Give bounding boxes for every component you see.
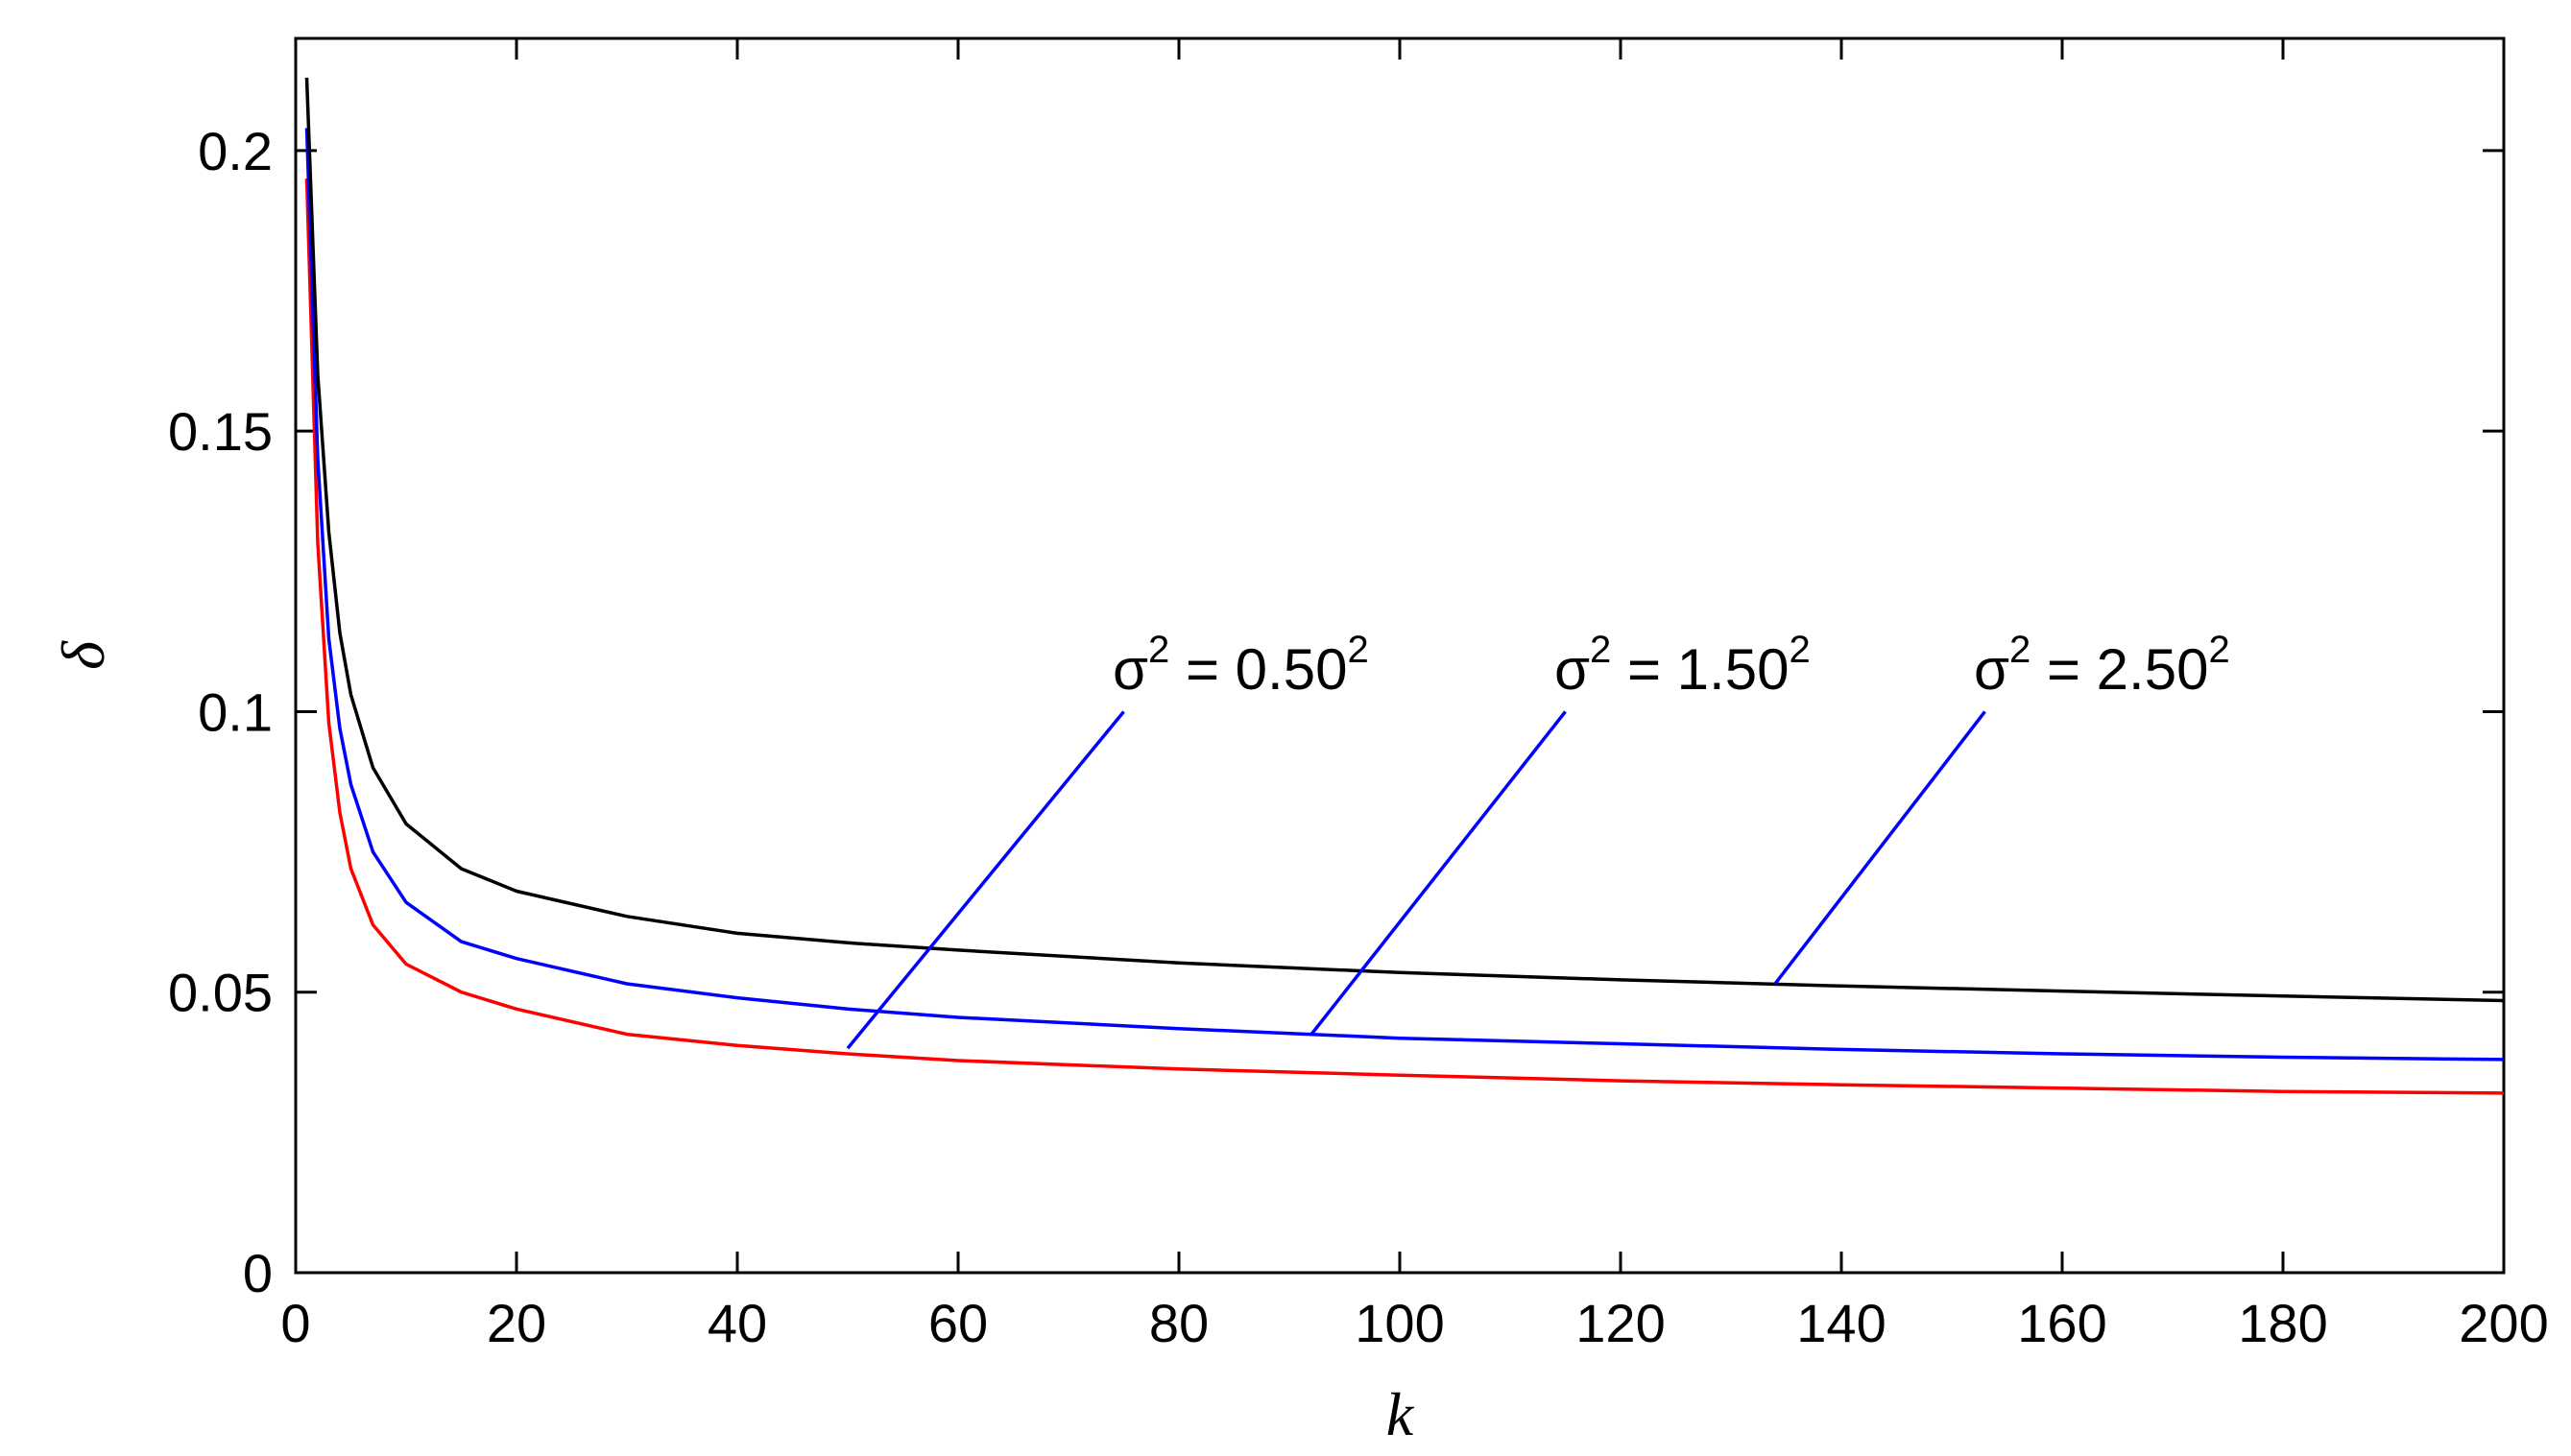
annotations: σ2 = 0.502 σ2 = 1.502 σ2 = 2.502	[846, 629, 2230, 1050]
x-tick-label: 140	[1796, 1293, 1886, 1353]
annotation-label: σ2 = 1.502	[1554, 629, 1811, 702]
annotation-label: σ2 = 0.502	[1113, 629, 1369, 702]
x-tick-label: 0	[280, 1293, 310, 1353]
x-tick-label: 100	[1355, 1293, 1444, 1353]
y-tick-label: 0	[243, 1243, 273, 1303]
y-tick-label: 0.1	[198, 681, 273, 742]
series-line-2	[304, 77, 2505, 1003]
series-line-1	[304, 128, 2505, 1062]
x-tick-label: 60	[928, 1293, 988, 1353]
annotation-label: σ2 = 2.502	[1974, 629, 2230, 702]
x-tick-label: 20	[487, 1293, 546, 1353]
y-tick-label: 0.05	[168, 963, 273, 1023]
x-tick-label: 180	[2238, 1293, 2327, 1353]
series-layer	[304, 77, 2505, 1095]
x-axis-label: k	[1386, 1380, 1415, 1448]
x-tick-label: 120	[1575, 1293, 1665, 1353]
y-axis-label: δ	[49, 640, 117, 670]
axis-ticks: 0 20 40 60 80 100 120 140 160 180 200 0 0.05 0.1 0.15 0…	[168, 38, 2549, 1353]
x-tick-label: 200	[2459, 1293, 2548, 1353]
x-tick-label: 80	[1149, 1293, 1209, 1353]
x-tick-label: 160	[2017, 1293, 2106, 1353]
y-tick-label: 0.2	[198, 121, 273, 181]
annotation-leader-line	[1773, 710, 1986, 986]
annotation-leader-line	[846, 710, 1125, 1050]
series-line-0	[304, 179, 2505, 1095]
y-tick-label: 0.15	[168, 401, 273, 462]
annotation-leader-line	[1310, 710, 1567, 1036]
x-tick-label: 40	[708, 1293, 767, 1353]
